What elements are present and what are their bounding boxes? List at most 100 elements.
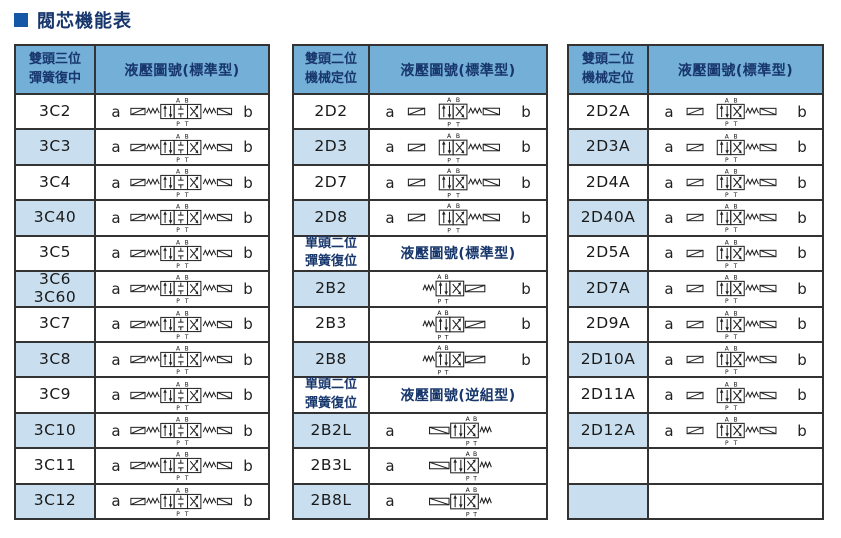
svg-text:A: A bbox=[725, 133, 730, 140]
coil-b-label: b bbox=[243, 279, 253, 298]
svg-text:A: A bbox=[176, 99, 180, 105]
svg-text:P: P bbox=[725, 192, 729, 199]
header-diagram-title: 液壓圖號(逆組型) bbox=[400, 388, 516, 405]
svg-text:P: P bbox=[176, 406, 180, 412]
svg-text:T: T bbox=[444, 370, 449, 376]
header-diagram-title: 液壓圖號(標準型) bbox=[400, 246, 516, 263]
coil-b-label: b bbox=[797, 386, 807, 405]
coil-b-label: b bbox=[521, 315, 531, 334]
svg-text:T: T bbox=[184, 406, 189, 412]
coil-a-label: a bbox=[111, 244, 121, 263]
svg-text:T: T bbox=[184, 264, 189, 270]
valve-symbol: A B P T bbox=[422, 274, 486, 305]
spool-code-cell: 2D4A bbox=[569, 165, 649, 200]
svg-text:T: T bbox=[184, 476, 189, 482]
svg-text:P: P bbox=[466, 441, 470, 447]
svg-text:A: A bbox=[447, 133, 452, 140]
svg-text:P: P bbox=[176, 193, 180, 199]
svg-text:B: B bbox=[733, 416, 737, 423]
header-diagram-title: 液壓圖號(標準型) bbox=[677, 62, 794, 79]
svg-text:T: T bbox=[444, 299, 449, 305]
svg-text:A: A bbox=[447, 204, 452, 211]
svg-text:B: B bbox=[185, 170, 189, 176]
header-category-label: 單頭二位 彈簧復位 bbox=[294, 377, 370, 412]
coil-b-label: b bbox=[243, 456, 253, 475]
svg-text:P: P bbox=[466, 476, 470, 482]
svg-text:B: B bbox=[733, 310, 737, 317]
svg-text:B: B bbox=[185, 382, 189, 388]
page-title: 閥芯機能表 bbox=[14, 7, 132, 33]
coil-a-label: a bbox=[385, 456, 395, 475]
coil-a-label: a bbox=[111, 350, 121, 369]
coil-a-label: a bbox=[385, 173, 395, 192]
svg-text:T: T bbox=[733, 334, 738, 341]
table-header: 雙頭三位 彈簧復中 液壓圖號(標準型) bbox=[16, 46, 268, 93]
svg-text:T: T bbox=[455, 228, 460, 234]
svg-text:P: P bbox=[725, 334, 729, 341]
svg-text:T: T bbox=[184, 158, 189, 164]
svg-text:T: T bbox=[455, 193, 460, 199]
svg-text:B: B bbox=[733, 346, 737, 353]
symbol-cell bbox=[649, 485, 822, 518]
valve-symbol: A B P T bbox=[130, 134, 233, 164]
svg-text:B: B bbox=[456, 204, 460, 211]
coil-a-label: a bbox=[664, 315, 674, 334]
coil-a-label: a bbox=[111, 421, 121, 440]
svg-text:P: P bbox=[447, 157, 451, 163]
valve-symbol: A B P T bbox=[422, 345, 486, 376]
coil-a-label: a bbox=[664, 244, 674, 263]
svg-text:A: A bbox=[437, 310, 442, 317]
coil-a-label: a bbox=[664, 386, 674, 405]
coil-a-label: a bbox=[111, 492, 121, 511]
spool-code-cell: 3C5 bbox=[16, 236, 96, 271]
svg-text:P: P bbox=[466, 511, 470, 517]
svg-text:T: T bbox=[472, 511, 477, 517]
coil-a-label: a bbox=[385, 492, 395, 511]
coil-a-label: a bbox=[664, 350, 674, 369]
table-row: 2B3L a A B P T bbox=[294, 447, 546, 483]
valve-symbol: A B P T bbox=[407, 168, 501, 199]
svg-text:P: P bbox=[176, 512, 180, 518]
header-category-label: 雙頭二位 機械定位 bbox=[569, 46, 649, 93]
spool-code-cell: 2B8 bbox=[294, 342, 370, 377]
coil-b-label: b bbox=[243, 492, 253, 511]
svg-text:P: P bbox=[437, 299, 441, 305]
spool-code-cell: 2B2L bbox=[294, 413, 370, 448]
coil-b-label: b bbox=[521, 173, 531, 192]
coil-b-label: b bbox=[243, 208, 253, 227]
svg-text:P: P bbox=[176, 299, 180, 305]
svg-text:B: B bbox=[445, 345, 449, 352]
coil-a-label: a bbox=[664, 208, 674, 227]
svg-text:P: P bbox=[176, 335, 180, 341]
valve-symbol: A B P T bbox=[130, 240, 233, 270]
valve-symbol: A B P T bbox=[686, 416, 777, 447]
svg-text:P: P bbox=[176, 441, 180, 447]
valve-symbol: A B P T bbox=[686, 346, 777, 376]
svg-text:T: T bbox=[733, 440, 738, 447]
table-row bbox=[569, 482, 822, 519]
svg-text:B: B bbox=[456, 168, 460, 175]
svg-text:B: B bbox=[185, 311, 189, 317]
svg-text:P: P bbox=[725, 440, 729, 447]
svg-text:A: A bbox=[176, 347, 180, 353]
svg-text:A: A bbox=[466, 452, 471, 459]
spool-code-cell: 2D8 bbox=[294, 201, 370, 235]
